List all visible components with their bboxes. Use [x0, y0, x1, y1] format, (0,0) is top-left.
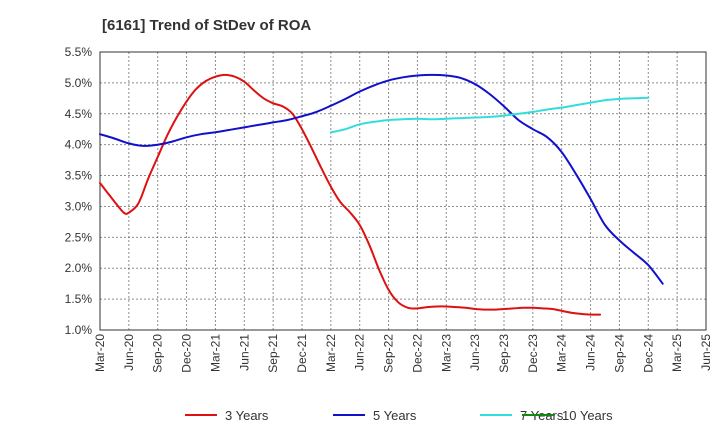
x-tick-label: Jun-25: [699, 334, 713, 371]
legend-label: 10 Years: [562, 408, 613, 423]
chart-title: [6161] Trend of StDev of ROA: [102, 17, 311, 34]
x-tick-label: Dec-21: [295, 334, 309, 373]
x-tick-label: Jun-22: [353, 334, 367, 371]
y-tick-label: 4.0%: [65, 138, 93, 152]
x-tick-label: Sep-22: [382, 334, 396, 373]
x-tick-label: Jun-20: [122, 334, 136, 371]
y-tick-label: 3.5%: [65, 169, 93, 183]
x-tick-label: Sep-23: [497, 334, 511, 373]
x-tick-label: Mar-23: [439, 334, 453, 372]
y-tick-label: 2.0%: [65, 261, 93, 275]
x-tick-label: Dec-22: [410, 334, 424, 373]
y-axis: 5.5% 5.0% 4.5% 4.0% 3.5% 3.0% 2.5% 2.0% 1.5% 1.0%: [65, 45, 93, 337]
x-tick-label: Sep-21: [266, 334, 280, 373]
series-line-5-years: [99, 73, 664, 285]
x-tick-label: Mar-22: [324, 334, 338, 372]
y-tick-label: 3.0%: [65, 199, 93, 213]
x-tick-label: Dec-20: [180, 334, 194, 373]
x-tick-label: Mar-20: [93, 334, 107, 372]
y-tick-label: 4.5%: [65, 107, 93, 121]
x-tick-label: Dec-23: [526, 334, 540, 373]
legend-label: 5 Years: [373, 408, 417, 423]
y-tick-label: 1.0%: [65, 323, 93, 337]
series-line-7-years: [329, 96, 650, 134]
series-lines: [99, 73, 664, 316]
x-axis: Mar-20 Jun-20 Sep-20 Dec-20 Mar-21 Jun-21 Sep-…: [93, 334, 713, 373]
y-tick-label: 5.0%: [65, 76, 93, 90]
x-tick-label: Sep-24: [612, 334, 626, 373]
x-tick-label: Jun-23: [468, 334, 482, 371]
x-tick-label: Dec-24: [641, 334, 655, 373]
x-tick-label: Mar-21: [208, 334, 222, 372]
x-tick-label: Jun-24: [584, 334, 598, 371]
plot-area: [99, 51, 707, 331]
series-line-3-years: [99, 73, 602, 316]
x-tick-label: Mar-24: [555, 334, 569, 372]
y-tick-label: 5.5%: [65, 45, 93, 59]
x-tick-label: Sep-20: [151, 334, 165, 373]
y-tick-label: 1.5%: [65, 292, 93, 306]
x-tick-label: Jun-21: [237, 334, 251, 371]
x-tick-label: Mar-25: [670, 334, 684, 372]
y-tick-label: 2.5%: [65, 230, 93, 244]
gridlines: [100, 52, 706, 330]
legend-label: 3 Years: [225, 408, 269, 423]
